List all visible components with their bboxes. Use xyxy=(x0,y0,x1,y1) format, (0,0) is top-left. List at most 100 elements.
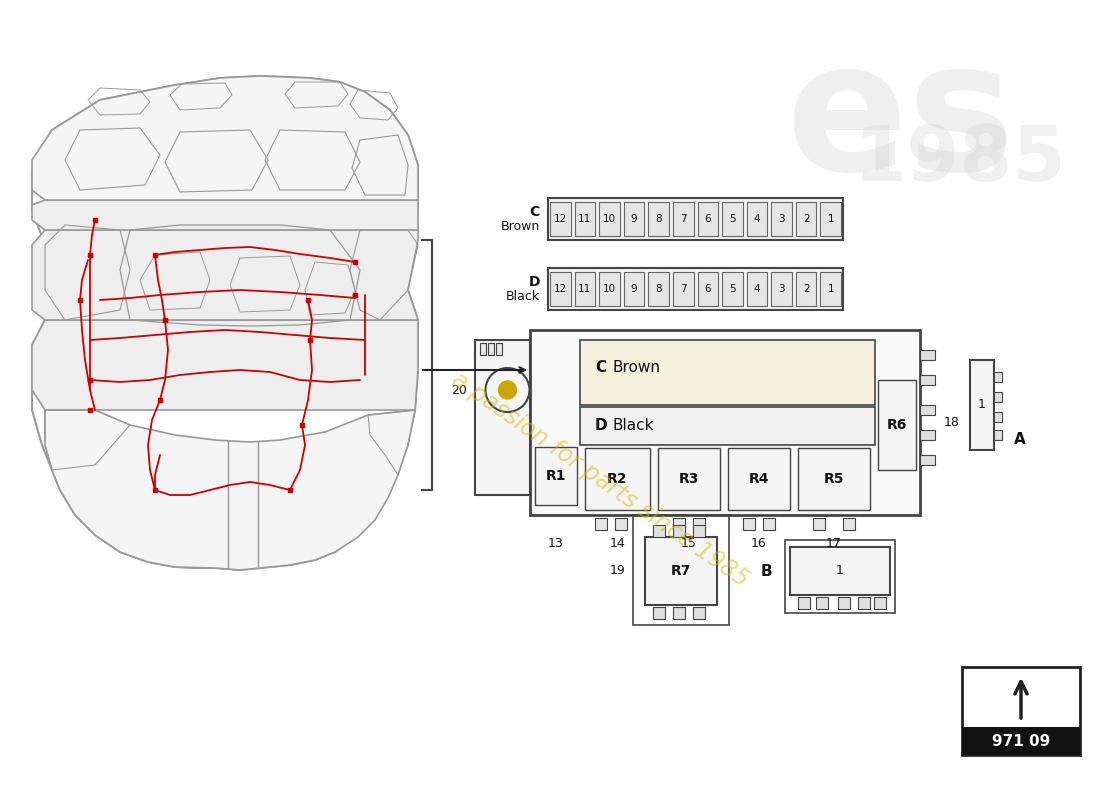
Text: 4: 4 xyxy=(754,214,760,224)
Bar xyxy=(548,198,843,240)
Bar xyxy=(994,372,1002,382)
Bar xyxy=(580,407,874,445)
Bar xyxy=(722,272,742,306)
Bar xyxy=(624,272,645,306)
Bar xyxy=(550,202,571,236)
Bar xyxy=(600,272,619,306)
Text: 4: 4 xyxy=(754,284,760,294)
Bar xyxy=(821,202,842,236)
Bar xyxy=(693,607,705,619)
Text: R4: R4 xyxy=(749,472,769,486)
Bar xyxy=(600,202,619,236)
Text: R5: R5 xyxy=(824,472,845,486)
Bar xyxy=(615,518,627,530)
Bar xyxy=(574,272,595,306)
Bar xyxy=(763,518,776,530)
Bar xyxy=(798,448,870,510)
Bar xyxy=(920,405,935,415)
Bar xyxy=(673,272,693,306)
Text: 5: 5 xyxy=(729,284,736,294)
Bar xyxy=(496,343,502,355)
Polygon shape xyxy=(45,410,415,570)
Bar xyxy=(920,375,935,385)
Text: 11: 11 xyxy=(579,284,592,294)
Bar xyxy=(994,430,1002,440)
Text: 13: 13 xyxy=(548,537,564,550)
Bar xyxy=(658,448,720,510)
Bar xyxy=(747,272,768,306)
Text: R7: R7 xyxy=(671,564,691,578)
Bar xyxy=(673,607,685,619)
Text: R6: R6 xyxy=(887,418,907,432)
Bar xyxy=(648,202,669,236)
Bar xyxy=(574,202,595,236)
Bar xyxy=(878,380,916,470)
Bar xyxy=(821,272,842,306)
Bar xyxy=(653,607,666,619)
Bar xyxy=(813,518,825,530)
Bar xyxy=(962,667,1080,755)
Text: D: D xyxy=(595,418,607,434)
Text: 14: 14 xyxy=(609,537,626,550)
Bar xyxy=(632,515,729,625)
Bar xyxy=(920,455,935,465)
Polygon shape xyxy=(32,230,418,320)
Text: Black: Black xyxy=(506,290,540,303)
Text: 5: 5 xyxy=(729,214,736,224)
Text: 1: 1 xyxy=(836,565,844,578)
Text: 1: 1 xyxy=(978,398,986,411)
Text: B: B xyxy=(760,563,772,578)
Text: C: C xyxy=(595,360,606,375)
Text: R1: R1 xyxy=(546,469,566,483)
Polygon shape xyxy=(32,320,418,410)
Bar xyxy=(771,272,792,306)
Circle shape xyxy=(498,381,517,399)
Bar xyxy=(648,272,669,306)
Text: 6: 6 xyxy=(704,284,711,294)
Text: 7: 7 xyxy=(680,214,686,224)
Text: 17: 17 xyxy=(826,537,842,550)
Text: 9: 9 xyxy=(630,214,637,224)
Text: 10: 10 xyxy=(603,214,616,224)
Text: R3: R3 xyxy=(679,472,700,486)
Bar xyxy=(994,412,1002,422)
Bar xyxy=(693,525,705,537)
Bar xyxy=(838,597,850,609)
Bar xyxy=(747,202,768,236)
Text: 6: 6 xyxy=(704,214,711,224)
Bar xyxy=(920,350,935,360)
Bar xyxy=(475,340,530,495)
Text: Black: Black xyxy=(612,418,653,434)
Bar xyxy=(673,518,685,530)
Text: R2: R2 xyxy=(607,472,628,486)
Bar xyxy=(697,272,718,306)
Bar xyxy=(697,202,718,236)
Polygon shape xyxy=(32,76,418,200)
Text: Brown: Brown xyxy=(612,360,660,375)
Bar xyxy=(595,518,607,530)
Text: C: C xyxy=(530,205,540,219)
Text: 3: 3 xyxy=(778,214,785,224)
Bar xyxy=(816,597,828,609)
Polygon shape xyxy=(32,200,418,230)
Polygon shape xyxy=(32,76,418,570)
Bar xyxy=(790,547,890,595)
Bar xyxy=(742,518,755,530)
Text: 16: 16 xyxy=(751,537,767,550)
Bar xyxy=(535,447,578,505)
Bar xyxy=(548,268,843,310)
Bar xyxy=(585,448,650,510)
Text: 8: 8 xyxy=(656,214,662,224)
Text: 3: 3 xyxy=(778,284,785,294)
Text: 971 09: 971 09 xyxy=(992,734,1050,749)
Bar xyxy=(970,360,994,450)
Text: 1985: 1985 xyxy=(854,123,1066,197)
Text: 11: 11 xyxy=(579,214,592,224)
Bar xyxy=(858,597,870,609)
Bar xyxy=(728,448,790,510)
Bar xyxy=(488,343,494,355)
Text: 12: 12 xyxy=(553,284,566,294)
Text: 12: 12 xyxy=(553,214,566,224)
Bar xyxy=(994,392,1002,402)
Text: 7: 7 xyxy=(680,284,686,294)
